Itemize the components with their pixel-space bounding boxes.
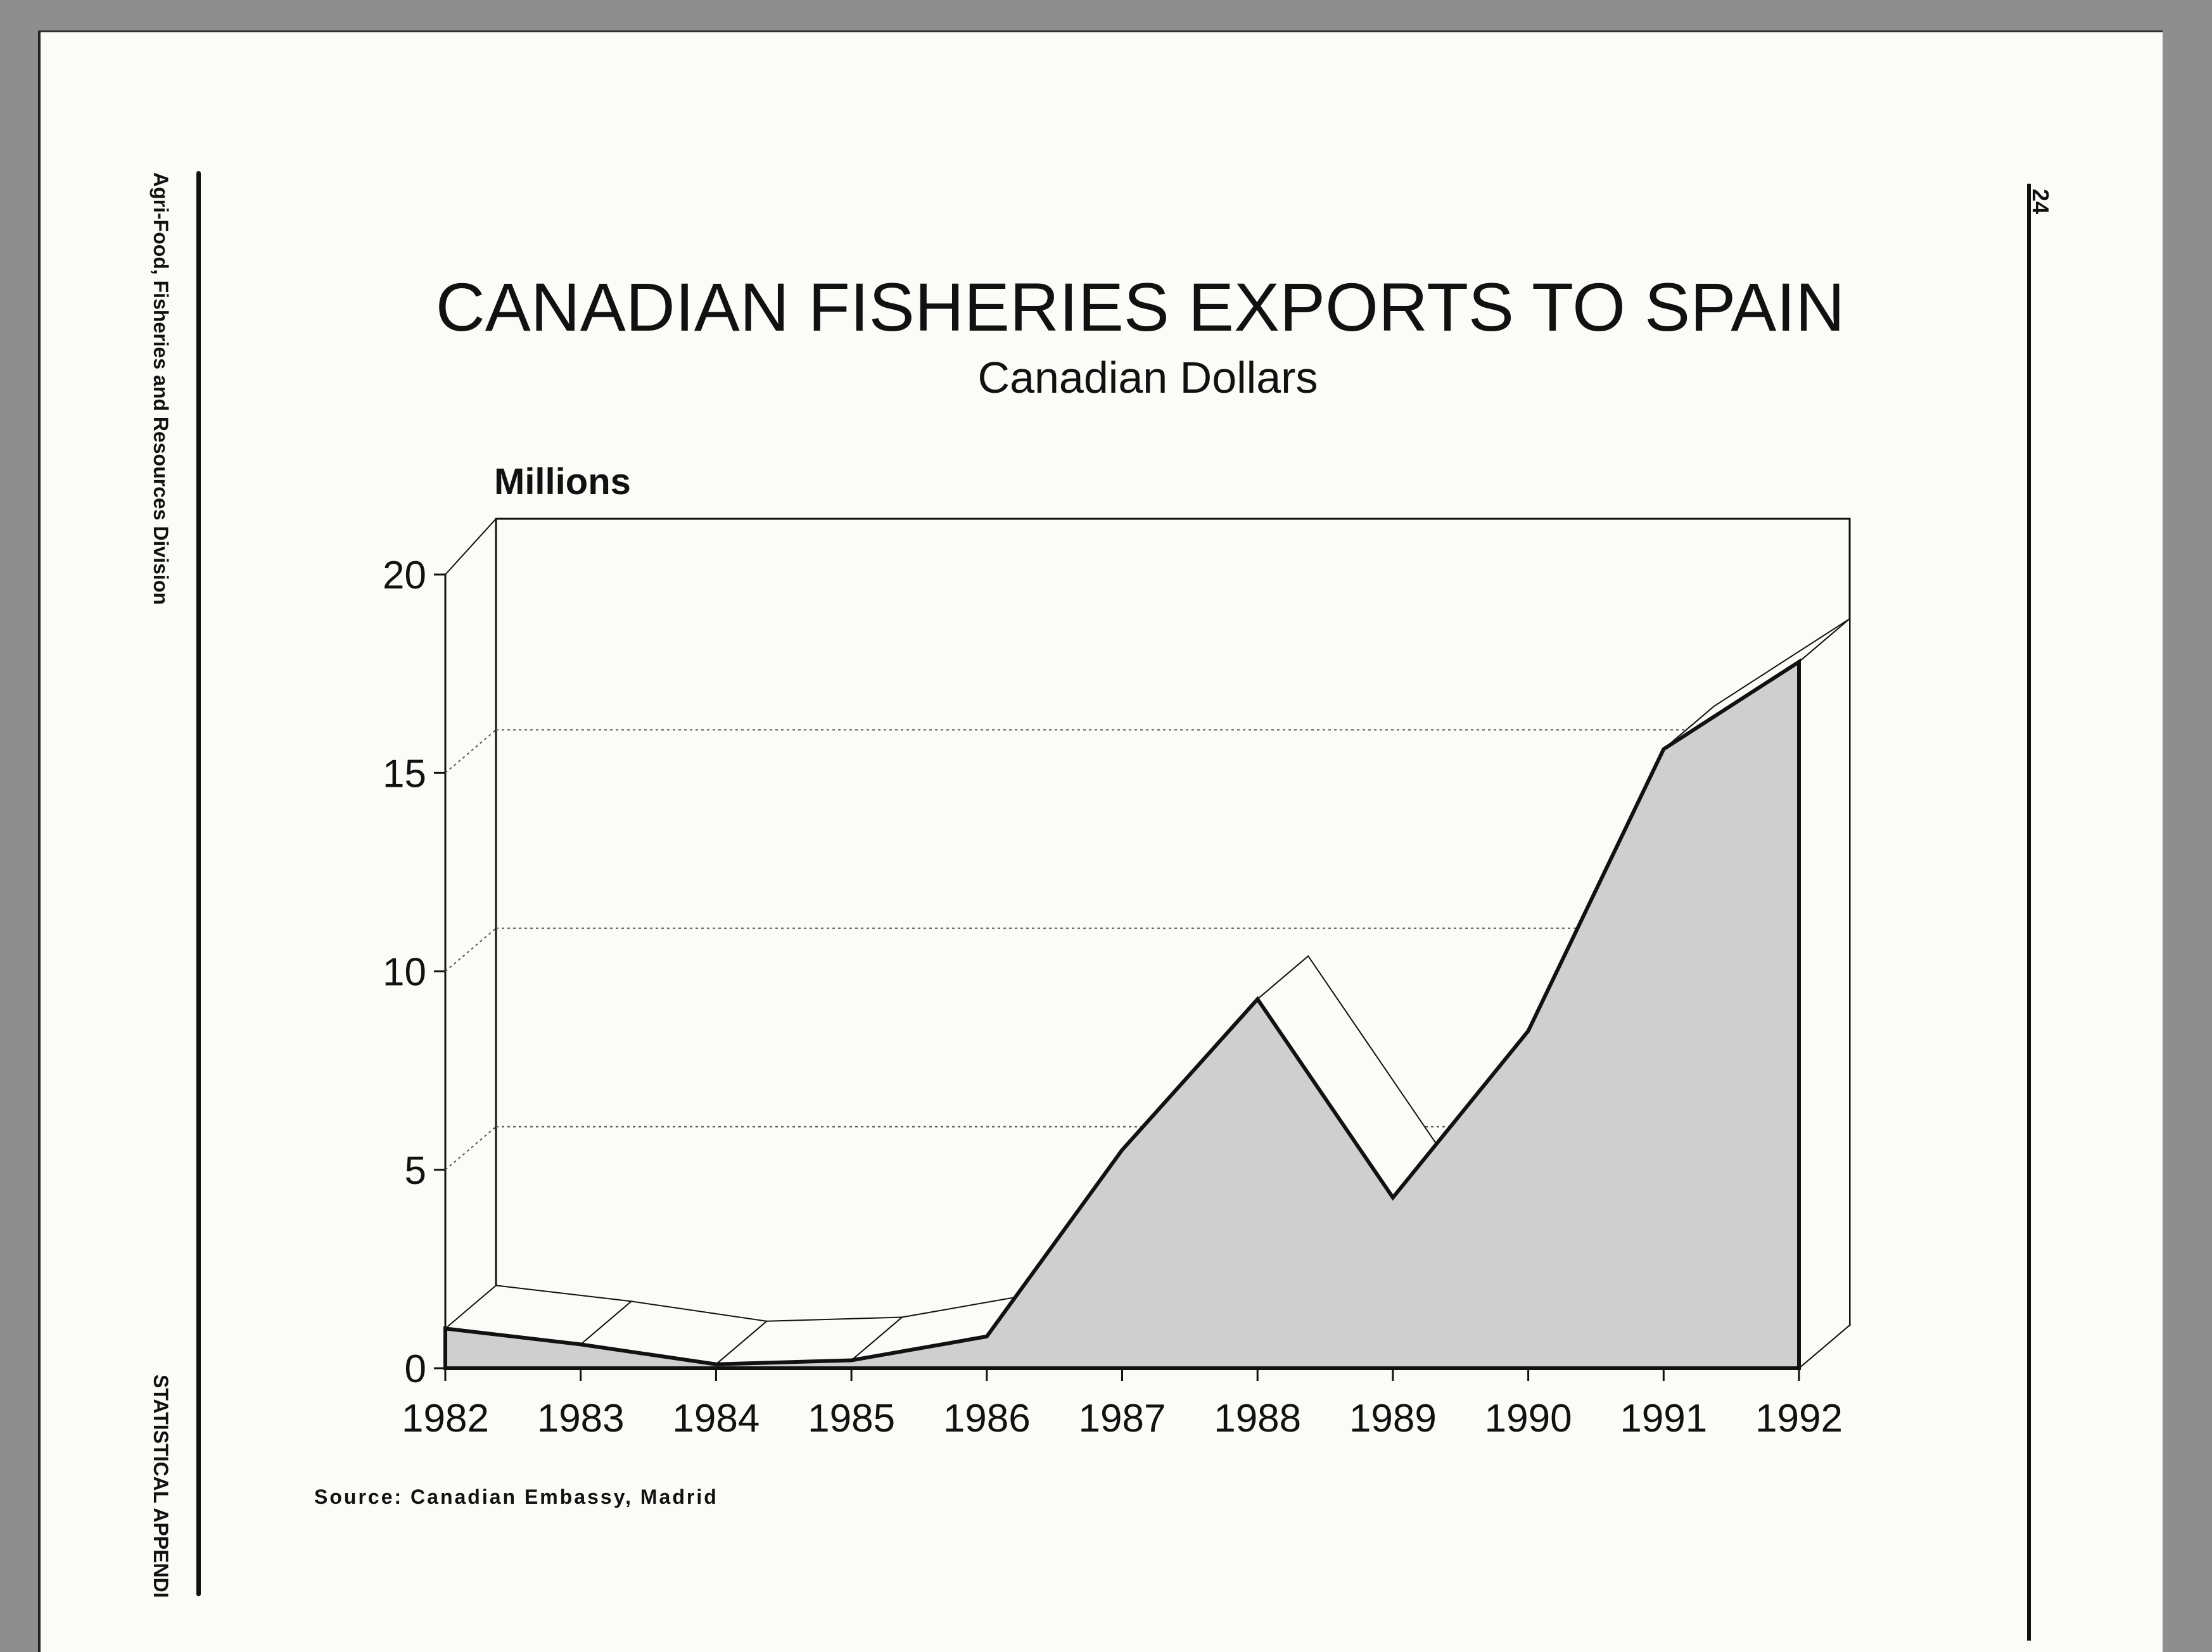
x-tick-label: 1989 bbox=[1349, 1397, 1437, 1440]
x-tick-label: 1991 bbox=[1620, 1397, 1707, 1440]
y-axis-label: Millions bbox=[494, 461, 631, 502]
right-margin-rule bbox=[2027, 184, 2031, 1641]
y-tick-labels: 0 5 10 15 20 bbox=[383, 554, 445, 1391]
grid-diagonal bbox=[445, 927, 497, 972]
x-tick-label: 1992 bbox=[1755, 1397, 1843, 1440]
x-tick-label: 1983 bbox=[537, 1397, 625, 1440]
y-tick-label: 15 bbox=[383, 752, 426, 796]
chart-title: CANADIAN FISHERIES EXPORTS TO SPAIN bbox=[436, 269, 1845, 345]
series-area bbox=[443, 617, 1850, 1370]
x-tick-label: 1990 bbox=[1485, 1397, 1572, 1440]
grid-diagonal bbox=[445, 1126, 497, 1171]
y-tick-label: 0 bbox=[405, 1347, 426, 1391]
area-front-face bbox=[443, 658, 1801, 1370]
left-margin-rule bbox=[196, 171, 201, 1596]
source-note: Source: Canadian Embassy, Madrid bbox=[314, 1485, 718, 1508]
area-end-face bbox=[1798, 617, 1850, 1370]
y-tick-label: 20 bbox=[383, 554, 426, 597]
x-tick-label: 1986 bbox=[943, 1397, 1031, 1440]
x-tick-label: 1982 bbox=[402, 1397, 489, 1440]
x-tick-label: 1988 bbox=[1214, 1397, 1301, 1440]
y-tick-label: 10 bbox=[383, 951, 426, 994]
grid-diagonal bbox=[445, 729, 497, 774]
chart-subtitle: Canadian Dollars bbox=[978, 353, 1318, 402]
y-tick-label: 5 bbox=[405, 1149, 426, 1193]
x-tick-label: 1985 bbox=[808, 1397, 895, 1440]
x-tick-label: 1987 bbox=[1079, 1397, 1166, 1440]
x-tick-labels: 1982 1983 1984 1985 1986 1987 1988 1989 1990 1991… bbox=[402, 1368, 1843, 1440]
x-tick-label: 1984 bbox=[672, 1397, 760, 1440]
left-wall-top-edge bbox=[445, 518, 497, 575]
